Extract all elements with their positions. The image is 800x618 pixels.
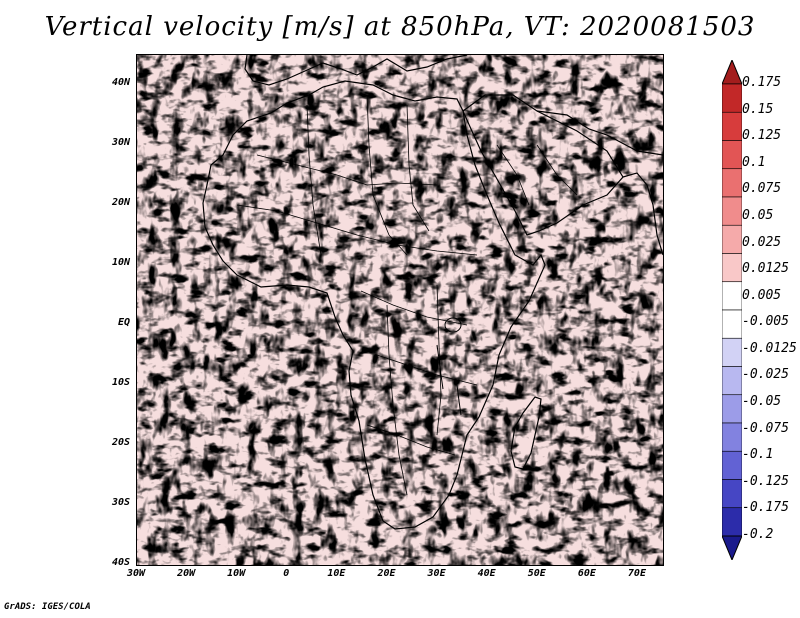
colorbar-top-arrow [722, 60, 742, 85]
colorbar-tick-label: 0.125 [742, 128, 782, 144]
lon-tick-label: 10W [227, 568, 246, 579]
lon-tick-label: 10E [327, 568, 346, 579]
africa-coastline [202, 80, 546, 530]
colorbar-tick-label: -0.0125 [742, 340, 797, 356]
lon-tick-label: 20E [377, 568, 396, 579]
border-line [236, 204, 478, 256]
lon-tick-label: 70E [627, 568, 646, 579]
colorbar-tick-label: -0.075 [742, 420, 789, 436]
border-line [386, 304, 408, 496]
lake-tanganyika [436, 344, 444, 390]
colorbar-tick-label: -0.1 [742, 447, 774, 463]
colorbar-swatch [722, 140, 742, 170]
colorbar-tick-label: -0.05 [742, 394, 782, 410]
colorbar-swatch [722, 309, 742, 339]
colorbar-tick-label: 0.005 [742, 287, 782, 303]
colorbar-swatch [722, 281, 742, 311]
lat-tick-label: 40S [111, 557, 130, 568]
lat-tick-label: 20S [111, 437, 130, 448]
lakes [436, 317, 462, 416]
colorbar-swatch [722, 366, 742, 396]
colorbar-tick-label: -0.125 [742, 473, 789, 489]
coastlines [202, 55, 663, 530]
colorbar-tick-label: 0.175 [742, 75, 782, 90]
colorbar-swatch [722, 83, 742, 113]
colorbar-tick-label: 0.075 [742, 181, 782, 197]
colorbar-tick-label: -0.005 [742, 314, 789, 330]
iran-coastline [536, 110, 663, 156]
border-line [366, 424, 456, 456]
chart-title: Vertical velocity [m/s] at 850hPa, VT: 2… [44, 12, 756, 42]
colorbar-swatch [722, 507, 742, 537]
border-line [406, 104, 430, 232]
colorbar-swatch [722, 224, 742, 254]
colorbar-tick-label: 0.05 [742, 207, 774, 223]
lon-tick-label: 40E [477, 568, 496, 579]
madagascar-coastline [510, 396, 542, 470]
colorbar [722, 60, 742, 560]
colorbar-swatch [722, 422, 742, 452]
border-line [496, 144, 530, 206]
colorbar-swatch [722, 479, 742, 509]
border-line [256, 154, 438, 186]
lake-malawi [456, 384, 462, 416]
lat-tick-label: 30S [111, 497, 130, 508]
colorbar-tick-label: 0.1 [742, 154, 766, 170]
arabia-coastline [462, 94, 624, 236]
lake-victoria [444, 317, 462, 333]
lon-tick-label: 30E [427, 568, 446, 579]
border-line [376, 354, 478, 386]
map-panel [136, 54, 664, 566]
colorbar-tick-label: 0.0125 [742, 261, 789, 277]
lon-tick-label: 0 [283, 568, 290, 579]
lon-tick-label: 30W [126, 568, 146, 579]
colorbar-tick-label: -0.025 [742, 367, 789, 383]
colorbar-swatch [722, 253, 742, 283]
india-coastline [622, 172, 663, 256]
europe-coastline [244, 55, 468, 86]
vertical-velocity-field [137, 55, 663, 565]
border-line [366, 94, 408, 256]
colorbar-swatch [722, 111, 742, 141]
colorbar-swatch [722, 196, 742, 226]
lat-tick-label: 40N [111, 77, 130, 88]
credit-text: GrADS: IGES/COLA [4, 602, 91, 612]
lat-tick-label: EQ [117, 317, 130, 328]
colorbar-swatch [722, 450, 742, 480]
colorbar-tick-label: -0.175 [742, 500, 789, 516]
colorbar-swatch [722, 337, 742, 367]
border-line [306, 104, 322, 256]
lat-tick-label: 20N [111, 197, 130, 208]
lat-tick-label: 10S [111, 377, 130, 388]
colorbar-bottom-arrow [722, 535, 742, 560]
border-line [536, 144, 578, 196]
colorbar-tick-label: 0.025 [742, 234, 782, 250]
lat-tick-label: 30N [111, 137, 130, 148]
lon-tick-label: 60E [577, 568, 596, 579]
country-borders [236, 94, 578, 496]
colorbar-swatch [722, 168, 742, 198]
lon-tick-label: 20W [177, 568, 196, 579]
colorbar-tick-label: -0.2 [742, 527, 774, 542]
lon-tick-label: 50E [527, 568, 546, 579]
lat-tick-label: 10N [111, 257, 130, 268]
field-blue-noise [137, 55, 663, 565]
colorbar-tick-label: 0.15 [742, 101, 774, 117]
colorbar-swatch [722, 394, 742, 424]
